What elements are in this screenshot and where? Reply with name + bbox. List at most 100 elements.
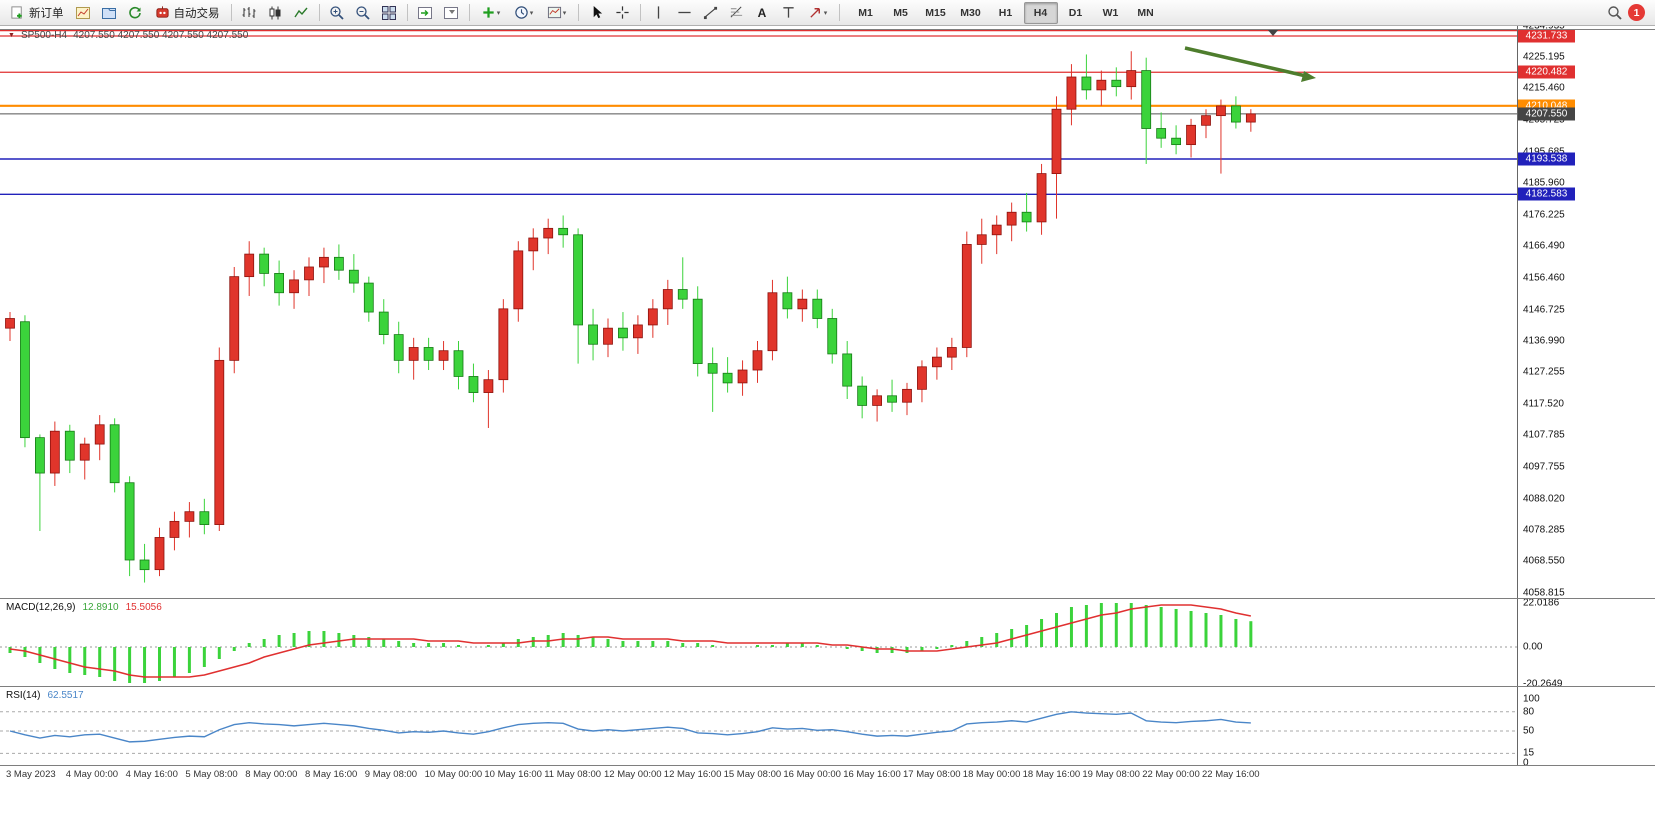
horizontal-line-icon: [677, 11, 691, 14]
chart-shift-button[interactable]: [439, 2, 464, 24]
candle-down: [1156, 128, 1167, 139]
candle-up: [946, 347, 957, 358]
new-order-label: 新订单: [29, 7, 64, 20]
candle-up: [438, 350, 449, 361]
candle-down: [827, 318, 838, 355]
zoom-in-button[interactable]: [325, 2, 350, 24]
new-order-button[interactable]: 新订单: [4, 2, 70, 24]
notification-badge[interactable]: 1: [1628, 4, 1645, 21]
timeframe-button-M15[interactable]: M15: [925, 6, 946, 19]
trendline-button[interactable]: [698, 2, 723, 24]
profiles-icon: [102, 7, 116, 19]
tile-windows-button[interactable]: [377, 2, 402, 24]
cursor-icon: [593, 5, 602, 19]
chevron-down-icon: ▾: [529, 9, 534, 17]
timeframe-button-M30[interactable]: M30: [960, 6, 981, 19]
timeframe-button-W1[interactable]: W1: [1102, 6, 1119, 19]
tile-windows-icon: [382, 5, 396, 20]
time-axis-label: 10 May 16:00: [484, 769, 542, 780]
cursor-button[interactable]: [584, 2, 609, 24]
time-axis-label: 3 May 2023: [6, 769, 56, 780]
templates-button[interactable]: ▾: [541, 2, 573, 24]
fibonacci-button[interactable]: [724, 2, 749, 24]
time-axis-label: 4 May 16:00: [125, 769, 178, 780]
chart-shift-marker[interactable]: [1267, 29, 1279, 36]
timeframe-button-H4[interactable]: H4: [1023, 1, 1058, 24]
vertical-line-button[interactable]: [646, 2, 671, 24]
candle-up: [1066, 76, 1077, 110]
candle-down: [618, 327, 628, 339]
indicators-button[interactable]: ▾: [475, 2, 507, 24]
main-toolbar: 新订单 自动交易: [0, 0, 1655, 26]
rsi-pane[interactable]: [0, 688, 1517, 765]
price-axis-label: 4156.460: [1523, 272, 1565, 284]
candle-up: [1186, 124, 1196, 146]
auto-trading-icon: [155, 6, 169, 18]
zoom-out-icon: [356, 5, 370, 20]
price-axis-label: 4117.520: [1523, 398, 1564, 410]
time-axis-label: 15 May 08:00: [723, 769, 782, 780]
candle-up: [662, 289, 673, 310]
candle-down: [378, 311, 389, 336]
text-button[interactable]: A: [750, 2, 775, 24]
fibonacci-icon: [730, 6, 742, 18]
candle-down: [677, 289, 688, 300]
candle-down: [782, 292, 793, 310]
rsi-axis-label: 80: [1523, 706, 1535, 718]
auto-scroll-button[interactable]: [413, 2, 438, 24]
periods-button[interactable]: ▾: [508, 2, 540, 24]
candle-up: [797, 298, 808, 310]
candle-up: [513, 250, 524, 310]
price-axis[interactable]: 4234.9354225.1954215.4604205.7254195.685…: [1517, 26, 1655, 765]
refresh-button[interactable]: [123, 2, 148, 24]
candle-down: [812, 298, 823, 319]
price-badge: 4231.733: [1518, 29, 1575, 43]
macd-pane[interactable]: [0, 600, 1517, 686]
candlestick-chart-button[interactable]: [263, 2, 288, 24]
timeframe-button-MN[interactable]: MN: [1137, 6, 1154, 19]
candle-down: [1081, 76, 1092, 91]
trend-arrow[interactable]: [1184, 46, 1307, 78]
horizontal-line-button[interactable]: [672, 2, 697, 24]
rsi-axis-label: 50: [1523, 725, 1535, 737]
candle-up: [498, 308, 509, 381]
search-button[interactable]: [1602, 2, 1627, 24]
candle-up: [1126, 70, 1137, 88]
arrows-button[interactable]: ▾: [802, 2, 834, 24]
crosshair-button[interactable]: [610, 2, 635, 24]
candle-up: [214, 359, 225, 525]
toolbar-separator: [230, 4, 232, 21]
pane-divider[interactable]: [0, 598, 1655, 599]
chart-symbol-header: ▼ SP500-H4 4207.550 4207.550 4207.550 42…: [8, 30, 248, 41]
time-axis-label: 8 May 00:00: [245, 769, 298, 780]
price-axis-label: 4068.550: [1523, 555, 1565, 567]
timeframe-button-D1[interactable]: D1: [1068, 6, 1083, 19]
ohlc-values: 4207.550 4207.550 4207.550 4207.550: [73, 30, 249, 41]
timeframe-button-M5[interactable]: M5: [893, 6, 908, 19]
candle-up: [184, 511, 195, 522]
candle-up: [1245, 113, 1256, 123]
text-label-button[interactable]: [776, 2, 801, 24]
candle-down: [124, 482, 135, 561]
timeframe-button-H1[interactable]: H1: [998, 6, 1013, 19]
timeframe-button-M1[interactable]: M1: [858, 6, 873, 19]
time-axis-label: 19 May 08:00: [1082, 769, 1140, 780]
price-chart[interactable]: [0, 26, 1517, 598]
candle-down: [588, 324, 598, 345]
price-badge: 4182.583: [1518, 187, 1575, 201]
toolbar-separator: [577, 4, 579, 21]
time-axis[interactable]: 3 May 2023 4 May 00:00 4 May 16:00 5 May 08…: [0, 766, 1655, 786]
candle-down: [109, 424, 120, 484]
trend-arrow-head: [1301, 71, 1316, 82]
bar-chart-button[interactable]: [237, 2, 262, 24]
line-chart-button[interactable]: [289, 2, 314, 24]
pane-divider[interactable]: [0, 686, 1655, 687]
chart-shift-icon: [444, 6, 458, 19]
price-axis-label: 4097.755: [1523, 461, 1565, 473]
auto-trading-button[interactable]: 自动交易: [149, 2, 226, 24]
profiles-button[interactable]: [97, 2, 122, 24]
zoom-out-button[interactable]: [351, 2, 376, 24]
candle-up: [1051, 108, 1062, 175]
new-chart-button[interactable]: [71, 2, 96, 24]
auto-scroll-icon: [418, 6, 432, 19]
